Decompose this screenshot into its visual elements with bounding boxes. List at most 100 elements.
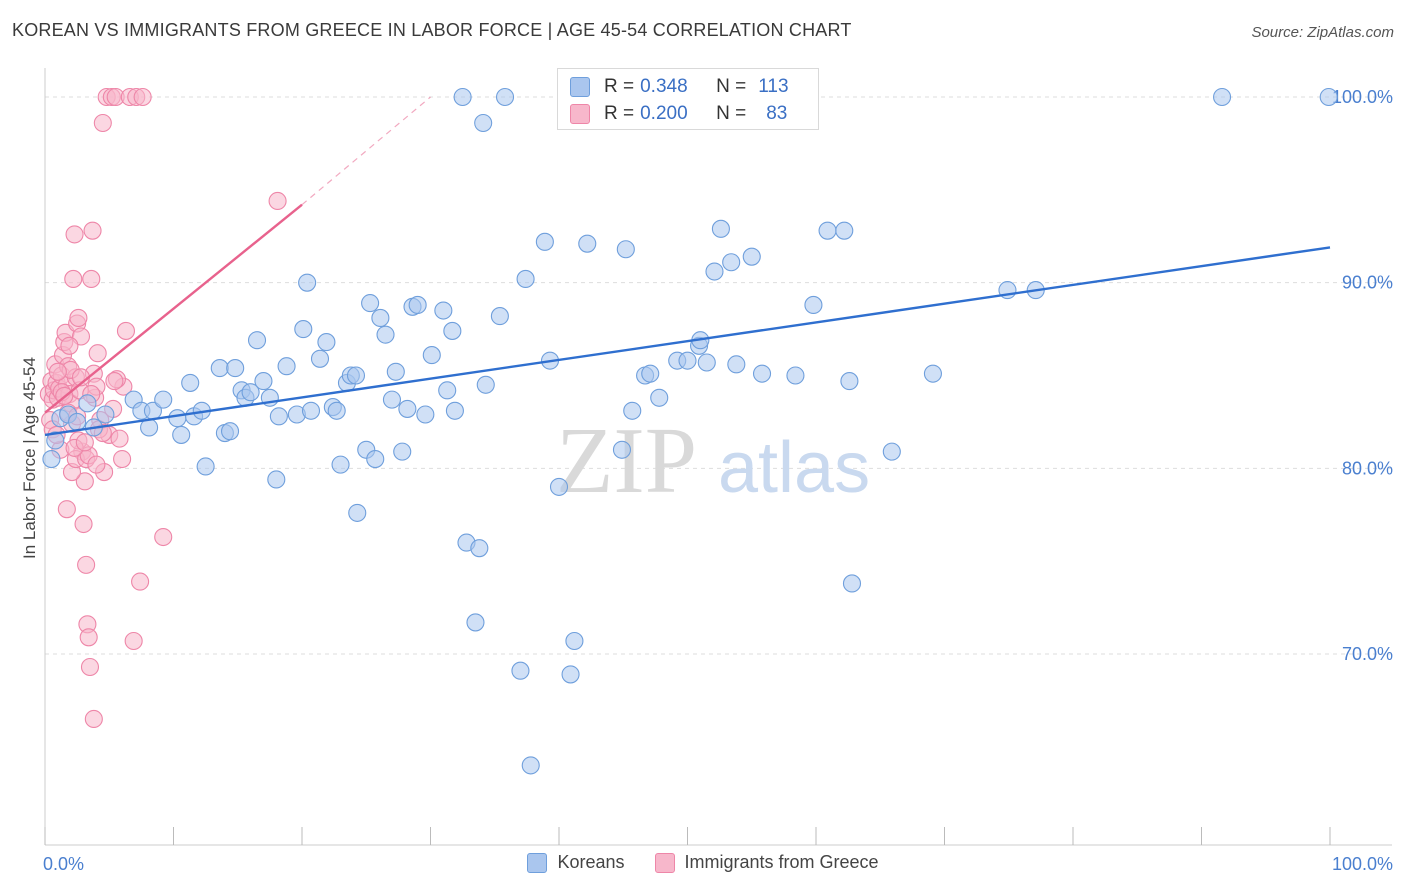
point-korean xyxy=(882,442,901,461)
point-korean xyxy=(317,333,336,352)
r-label: R = xyxy=(604,76,635,97)
point-korean xyxy=(727,355,746,374)
greece-swatch xyxy=(570,104,590,124)
point-greece xyxy=(83,221,102,240)
point-korean xyxy=(561,665,580,684)
point-greece xyxy=(84,709,103,729)
point-korean xyxy=(376,325,395,344)
chart-title: KOREAN VS IMMIGRANTS FROM GREECE IN LABO… xyxy=(12,20,852,40)
point-korean xyxy=(408,295,427,314)
point-greece xyxy=(75,472,94,491)
point-korean xyxy=(438,381,457,400)
y-axis-label: In Labor Force | Age 45-54 xyxy=(20,357,39,559)
point-korean xyxy=(742,247,761,266)
point-korean xyxy=(310,349,330,368)
points-koreans xyxy=(42,87,1338,775)
point-greece xyxy=(88,344,107,363)
point-greece xyxy=(105,372,124,391)
point-korean xyxy=(578,234,597,253)
watermark-zip: ZIP xyxy=(556,409,697,513)
point-korean xyxy=(327,401,346,420)
r-label: R = xyxy=(604,103,635,124)
point-korean xyxy=(443,321,462,340)
point-korean xyxy=(752,364,772,383)
point-greece xyxy=(65,225,84,244)
grid-layer xyxy=(45,96,1392,655)
point-korean xyxy=(678,351,697,370)
point-greece xyxy=(116,321,136,340)
trend-line-greece-extension xyxy=(301,96,431,206)
point-korean xyxy=(247,331,267,350)
point-greece xyxy=(74,514,93,534)
point-korean xyxy=(535,232,554,251)
point-korean xyxy=(565,631,584,651)
point-korean xyxy=(348,503,367,522)
point-korean xyxy=(172,425,191,444)
n-label: N = xyxy=(716,76,747,97)
point-korean xyxy=(277,357,296,376)
point-korean xyxy=(331,455,350,474)
x-tick-label: 100.0% xyxy=(1332,854,1393,874)
point-greece xyxy=(64,269,83,289)
axes-layer: 70.0% 80.0% 90.0% 100.0% 0.0% 100.0% xyxy=(43,68,1393,874)
point-korean xyxy=(371,308,390,327)
point-korean xyxy=(842,574,862,593)
point-korean xyxy=(181,373,200,392)
point-greece xyxy=(80,657,100,677)
koreans-swatch xyxy=(570,77,590,97)
point-korean xyxy=(616,240,635,259)
y-tick-label: 100.0% xyxy=(1332,87,1393,107)
point-korean xyxy=(474,113,493,133)
point-greece xyxy=(82,269,101,289)
point-korean xyxy=(46,431,65,450)
r-value: 0.348 xyxy=(640,76,688,97)
point-korean xyxy=(269,407,288,426)
point-korean xyxy=(434,301,453,320)
point-korean xyxy=(476,375,495,394)
legend-item-greece: Immigrants from Greece xyxy=(654,852,879,873)
point-korean xyxy=(490,307,509,326)
point-korean xyxy=(1213,87,1232,107)
point-korean xyxy=(254,372,273,391)
bottom-legend: Koreans Immigrants from Greece xyxy=(0,852,1406,873)
point-greece xyxy=(60,336,79,355)
point-korean xyxy=(623,401,642,420)
point-korean xyxy=(1319,87,1338,107)
point-greece xyxy=(93,113,112,133)
point-korean xyxy=(416,405,435,424)
point-korean xyxy=(804,295,823,314)
point-korean xyxy=(154,390,173,409)
point-korean xyxy=(422,346,441,365)
point-korean xyxy=(346,366,366,385)
point-korean xyxy=(226,359,245,378)
watermark: ZIP atlas xyxy=(556,409,870,513)
point-korean xyxy=(521,756,540,775)
point-korean xyxy=(445,401,464,420)
stats-legend: R = 0.348 N = 113 R = 0.200 N = 83 xyxy=(557,68,819,130)
point-korean xyxy=(301,401,321,420)
legend-label-koreans: Koreans xyxy=(557,852,625,872)
koreans-legend-swatch xyxy=(527,852,548,873)
watermark-atlas: atlas xyxy=(718,428,870,508)
trend-line-koreans xyxy=(44,246,1331,437)
y-tick-label: 80.0% xyxy=(1342,458,1393,478)
point-korean xyxy=(835,221,854,240)
point-korean xyxy=(722,253,741,272)
points-immigrants-from-greece xyxy=(39,87,287,729)
point-korean xyxy=(366,449,385,469)
point-korean xyxy=(196,457,215,476)
stats-row-greece: R = 0.200 N = 83 xyxy=(570,100,787,128)
point-korean xyxy=(220,422,240,441)
point-korean xyxy=(786,366,805,385)
point-greece xyxy=(79,628,98,647)
n-label: N = xyxy=(716,103,747,124)
point-korean xyxy=(393,442,412,461)
point-greece xyxy=(154,527,173,547)
source-label: Source: ZipAtlas.com xyxy=(1251,24,1394,41)
point-greece xyxy=(57,500,76,519)
point-korean xyxy=(386,362,405,381)
point-greece xyxy=(124,631,143,651)
point-korean xyxy=(78,394,97,413)
point-korean xyxy=(818,221,837,240)
